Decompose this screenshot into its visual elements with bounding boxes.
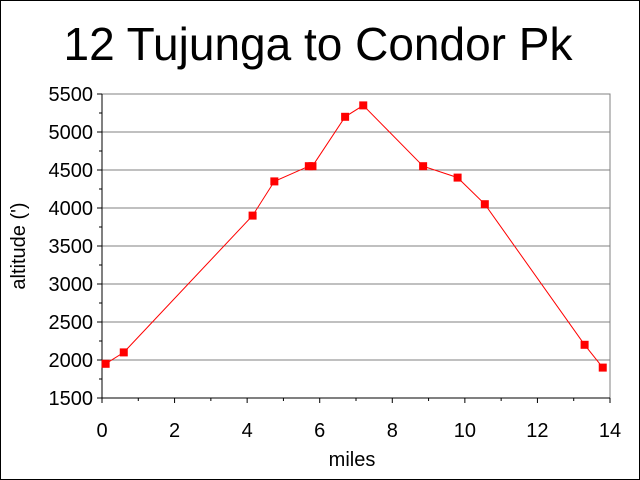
y-tick-label: 2500 — [49, 312, 94, 334]
y-tick-label: 2000 — [49, 350, 94, 372]
chart-title: 12 Tujunga to Condor Pk — [64, 18, 574, 70]
x-tick-label: 0 — [96, 420, 107, 442]
grid-lines — [102, 93, 610, 361]
data-point — [359, 101, 368, 110]
data-point — [101, 359, 110, 368]
y-tick-label: 4000 — [49, 198, 94, 220]
data-point — [419, 162, 428, 171]
data-point — [341, 112, 350, 121]
y-axis-label: altitude (') — [8, 202, 30, 289]
data-point — [453, 173, 462, 182]
data-point — [270, 177, 279, 186]
series-line — [105, 104, 604, 368]
axes — [97, 93, 611, 403]
data-point — [248, 211, 257, 220]
y-tick-label: 4500 — [49, 160, 94, 182]
y-tick-label: 5500 — [49, 84, 94, 106]
x-tick-label: 12 — [526, 420, 548, 442]
x-tick-label: 4 — [242, 420, 253, 442]
x-tick-labels: 0 2 4 6 8 10 12 14 — [96, 420, 621, 442]
data-point — [119, 348, 128, 357]
data-point — [580, 340, 589, 349]
x-axis-label: miles — [329, 449, 376, 471]
y-tick-label: 3500 — [49, 236, 94, 258]
x-tick-label: 6 — [314, 420, 325, 442]
x-tick-label: 2 — [169, 420, 180, 442]
data-point — [308, 162, 317, 171]
y-tick-label: 1500 — [49, 388, 94, 410]
x-tick-label: 8 — [387, 420, 398, 442]
data-series — [101, 101, 607, 372]
x-tick-label: 10 — [454, 420, 476, 442]
data-point — [480, 200, 489, 209]
data-point — [598, 363, 607, 372]
y-tick-labels: 5500 5000 4500 4000 3500 3000 2500 2000 1500 — [49, 84, 94, 410]
y-tick-label: 5000 — [49, 122, 94, 144]
y-tick-label: 3000 — [49, 274, 94, 296]
x-tick-label: 14 — [599, 420, 621, 442]
